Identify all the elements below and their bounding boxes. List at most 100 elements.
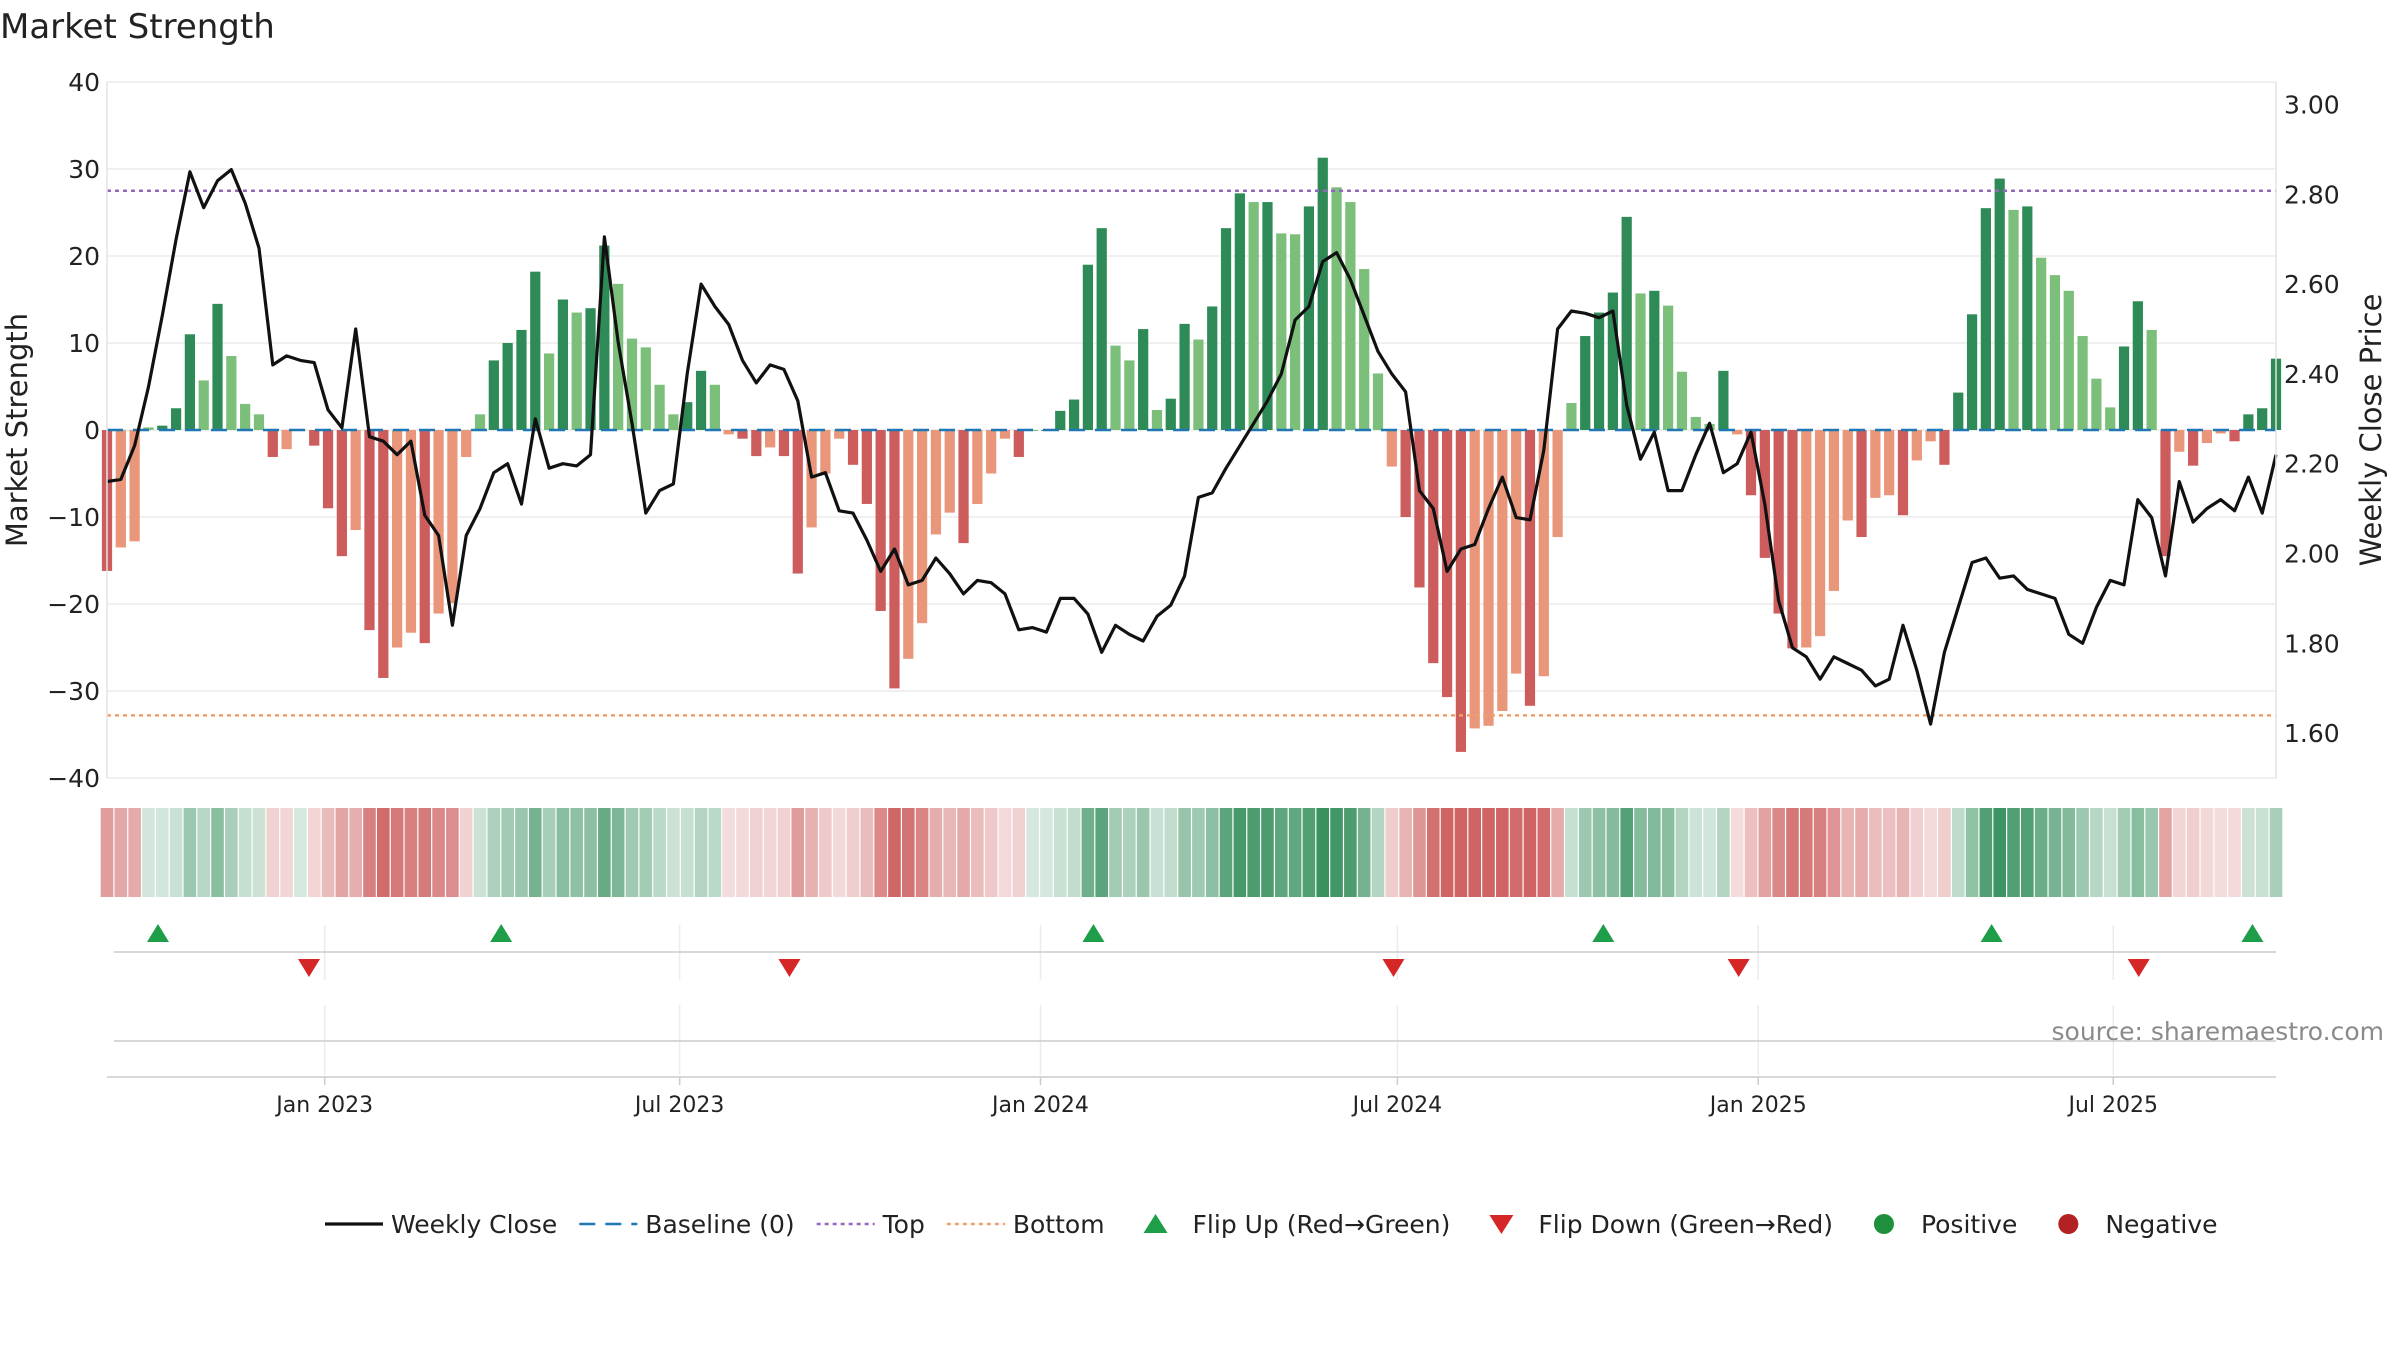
strength-bar xyxy=(1331,187,1342,430)
strip-cell xyxy=(169,808,183,897)
strength-bar xyxy=(1151,409,1163,430)
chart-title: Market Strength xyxy=(0,7,275,47)
strip-cell xyxy=(390,808,404,897)
strength-bar xyxy=(1400,430,1411,517)
strength-bar xyxy=(2146,329,2157,430)
strength-bar xyxy=(2118,346,2130,430)
strip-cell xyxy=(542,808,556,897)
strength-bar xyxy=(1096,228,1107,430)
strip-cell xyxy=(238,808,252,897)
strength-bar xyxy=(378,430,389,678)
strip-cell xyxy=(556,808,570,897)
strength-bar xyxy=(1248,202,1259,430)
strength-bar xyxy=(930,430,942,535)
strength-bar xyxy=(2243,414,2254,430)
strip-cell xyxy=(625,808,639,897)
strip-cell xyxy=(1109,808,1122,897)
strip-cell xyxy=(915,808,929,897)
strip-cell xyxy=(1979,808,1993,897)
strip-cell xyxy=(901,808,915,897)
strip-cell xyxy=(2242,808,2255,897)
legend-positive: Positive xyxy=(1873,1210,2017,1239)
strength-bar xyxy=(364,430,375,631)
strength-bar xyxy=(226,356,237,430)
strip-cell xyxy=(2228,808,2241,897)
strip-cell xyxy=(252,808,266,897)
strip-cell xyxy=(1882,808,1896,897)
strip-cell xyxy=(736,808,749,897)
strength-bar xyxy=(944,430,955,513)
strip-cell xyxy=(100,808,114,897)
strip-cell xyxy=(971,808,984,897)
strength-bar xyxy=(1207,306,1218,430)
strip-cell xyxy=(515,808,528,897)
strength-bar xyxy=(1124,360,1135,430)
strength-bar xyxy=(1911,430,1922,461)
strength-bar xyxy=(502,343,513,430)
strip-cell xyxy=(2048,808,2062,897)
strip-cell xyxy=(1040,808,1053,897)
strength-bar xyxy=(2091,378,2102,430)
strength-bar xyxy=(1580,336,1591,430)
strength-bar xyxy=(1801,430,1812,648)
strip-cell xyxy=(1164,808,1178,897)
strip-cell xyxy=(611,808,625,897)
flip-down-marker xyxy=(2127,959,2150,977)
strength-bar xyxy=(1372,373,1384,430)
strip-cell xyxy=(1302,808,1316,897)
strength-bar xyxy=(557,299,569,430)
strip-cell xyxy=(1855,808,1868,897)
strength-bar xyxy=(626,338,638,430)
strength-bar xyxy=(1842,430,1853,521)
strength-bar xyxy=(143,427,154,430)
strength-bar xyxy=(516,329,527,430)
strip-cell xyxy=(155,808,169,897)
strip-cell xyxy=(1399,808,1412,897)
strip-cell xyxy=(2117,808,2131,897)
strength-bar xyxy=(1925,430,1936,442)
strip-cell xyxy=(722,808,735,897)
strength-bar xyxy=(1870,430,1881,498)
strip-cell xyxy=(2159,808,2172,897)
legend-baseline-0: Baseline (0) xyxy=(579,1210,795,1239)
strength-bar xyxy=(1082,264,1093,430)
strip-cell xyxy=(321,808,335,897)
strength-bar xyxy=(461,430,472,457)
strength-bar xyxy=(419,430,430,644)
strength-bar xyxy=(1773,430,1784,614)
strip-cell xyxy=(1440,808,1454,897)
y2-tick-label: 1.80 xyxy=(2284,629,2340,658)
strength-bar xyxy=(1994,178,2005,430)
strength-bar xyxy=(834,430,845,439)
strength-bar xyxy=(1234,193,1245,430)
strip-cell xyxy=(1012,808,1026,897)
strip-cell xyxy=(1123,808,1136,897)
strip-cell xyxy=(307,808,321,897)
strip-cell xyxy=(1689,808,1703,897)
strip-cell xyxy=(2214,808,2228,897)
strip-cell xyxy=(584,808,597,897)
weekly-close-line xyxy=(106,168,2278,726)
strength-bar xyxy=(530,271,541,430)
strength-bar xyxy=(1966,314,1978,430)
strength-bar xyxy=(543,353,555,430)
strip-cell xyxy=(1592,808,1606,897)
strip-cell xyxy=(2145,808,2158,897)
strength-bar xyxy=(599,245,610,430)
strip-cell xyxy=(404,808,418,897)
strip-cell xyxy=(1772,808,1785,897)
strip-cell xyxy=(929,808,943,897)
strength-bar xyxy=(240,403,251,430)
strip-cell xyxy=(1178,808,1191,897)
strip-cell xyxy=(1938,808,1951,897)
strip-cell xyxy=(639,808,653,897)
strip-cell xyxy=(349,808,362,897)
strip-cell xyxy=(446,808,459,897)
flip-up-marker xyxy=(1592,924,1615,942)
strength-bar xyxy=(1303,206,1315,430)
strength-bar xyxy=(1469,430,1480,729)
strength-bar xyxy=(1220,228,1232,430)
flip-up-marker xyxy=(2241,924,2264,942)
strength-bar xyxy=(903,430,914,659)
strength-bar xyxy=(1511,430,1522,674)
